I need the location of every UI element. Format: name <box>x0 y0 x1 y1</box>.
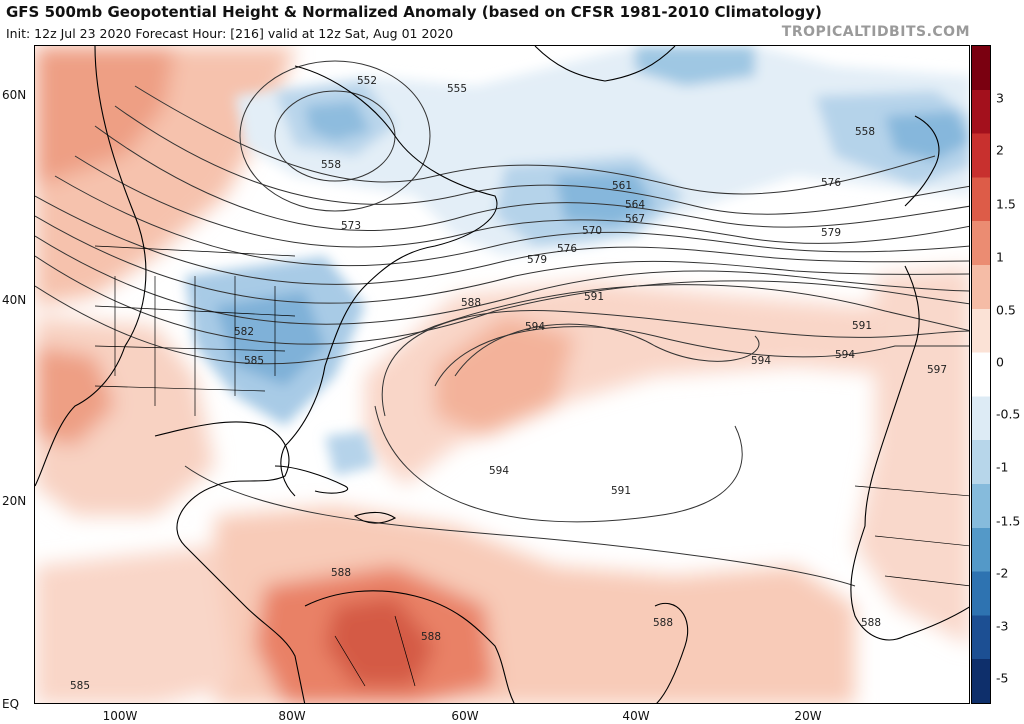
contour-label: 588 <box>861 617 881 629</box>
credit-watermark: TROPICALTIDBITS.COM <box>781 24 970 40</box>
colorbar-label: 0.5 <box>996 302 1016 318</box>
lon-label: 40W <box>622 709 650 723</box>
political-borders <box>94 245 969 687</box>
contour-label: 582 <box>234 326 254 338</box>
colorbar-label: -1 <box>996 459 1009 475</box>
contour-label: 585 <box>70 680 90 692</box>
contour-label: 561 <box>612 180 632 192</box>
colorbar-label: 3 <box>996 90 1004 106</box>
contour-label: 570 <box>582 225 602 237</box>
contour-label: 564 <box>625 199 645 211</box>
anomaly-colorbar <box>971 45 991 704</box>
contour-label: 567 <box>625 213 645 225</box>
colorbar-label: 2 <box>996 142 1004 158</box>
contour-label: 585 <box>244 355 264 367</box>
contour-label: 558 <box>321 159 341 171</box>
contour-label: 591 <box>584 291 604 303</box>
colorbar-label: 0 <box>996 354 1004 370</box>
contour-label: 588 <box>461 297 481 309</box>
map-title: GFS 500mb Geopotential Height & Normaliz… <box>6 3 822 21</box>
colorbar-label: -3 <box>996 618 1009 634</box>
contour-label: 594 <box>489 465 509 477</box>
contour-label-group: 552 555 558 561 564 567 570 573 576 579 … <box>70 75 947 692</box>
colorbar-label: -2 <box>996 565 1009 581</box>
contour-label: 555 <box>447 83 467 95</box>
lon-label: 80W <box>278 709 306 723</box>
colorbar-label: 1 <box>996 249 1004 265</box>
negative-anomaly-shading <box>185 46 969 476</box>
contour-label: 576 <box>821 177 841 189</box>
contour-label: 591 <box>852 320 872 332</box>
map-canvas: 552 555 558 561 564 567 570 573 576 579 … <box>35 46 969 703</box>
contour-label: 588 <box>331 567 351 579</box>
contour-label: 588 <box>421 631 441 643</box>
contour-label: 588 <box>653 617 673 629</box>
map-subtitle: Init: 12z Jul 23 2020 Forecast Hour: [21… <box>6 26 454 41</box>
colorbar-label: -0.5 <box>996 406 1021 422</box>
lon-label: 100W <box>102 709 138 723</box>
colorbar-label: -5 <box>996 670 1009 686</box>
contour-label: 591 <box>611 485 631 497</box>
lat-label: 60N <box>2 88 27 102</box>
coastlines <box>35 46 969 703</box>
contour-label: 594 <box>751 355 771 367</box>
contour-label: 579 <box>527 254 547 266</box>
contour-label: 579 <box>821 227 841 239</box>
colorbar-label: 1.5 <box>996 196 1016 212</box>
contour-label: 597 <box>927 364 947 376</box>
lon-label: 20W <box>794 709 822 723</box>
lon-label: 60W <box>451 709 479 723</box>
lat-label: EQ <box>2 697 20 711</box>
map-panel: 552 555 558 561 564 567 570 573 576 579 … <box>34 45 970 704</box>
contour-label: 552 <box>357 75 377 87</box>
lat-label: 40N <box>2 293 27 307</box>
contour-label: 576 <box>557 243 577 255</box>
contour-label: 573 <box>341 220 361 232</box>
height-contours <box>35 60 969 587</box>
contour-label: 558 <box>855 126 875 138</box>
lat-label: 20N <box>2 494 27 508</box>
colorbar-label: -1.5 <box>996 513 1021 529</box>
contour-label: 594 <box>525 321 545 333</box>
contour-label: 594 <box>835 349 855 361</box>
